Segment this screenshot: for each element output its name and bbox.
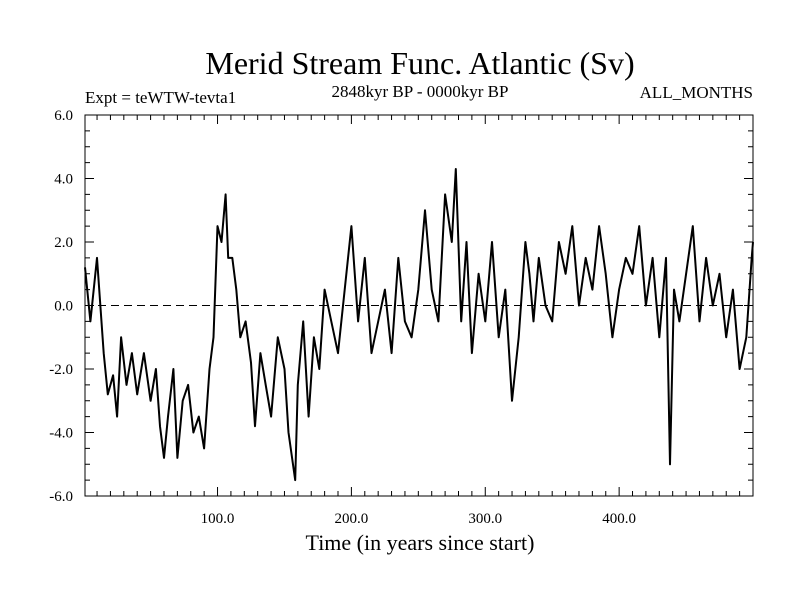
experiment-label: Expt = teWTW-tevta1 (85, 88, 236, 107)
x-tick-label-2: 300.0 (468, 511, 502, 527)
x-tick-label-1: 200.0 (335, 511, 369, 527)
series-line-0 (84, 168, 754, 482)
y-tick-label-1: -4.0 (49, 426, 73, 442)
months-label: ALL_MONTHS (640, 83, 753, 102)
time-range-label: 2848kyr BP - 0000kyr BP (332, 82, 509, 101)
y-tick-label-5: 4.0 (54, 172, 73, 188)
y-tick-label-0: -6.0 (49, 489, 73, 505)
y-tick-label-6: 6.0 (54, 108, 73, 124)
y-tick-label-4: 2.0 (54, 235, 73, 251)
x-axis-label: Time (in years since start) (306, 530, 535, 555)
chart-title: Merid Stream Func. Atlantic (Sv) (205, 45, 634, 81)
plot-frame (84, 114, 754, 497)
x-tick-label-3: 400.0 (602, 511, 636, 527)
y-tick-label-2: -2.0 (49, 362, 73, 378)
x-tick-label-0: 100.0 (201, 511, 235, 527)
y-tick-label-3: 0.0 (54, 299, 73, 315)
